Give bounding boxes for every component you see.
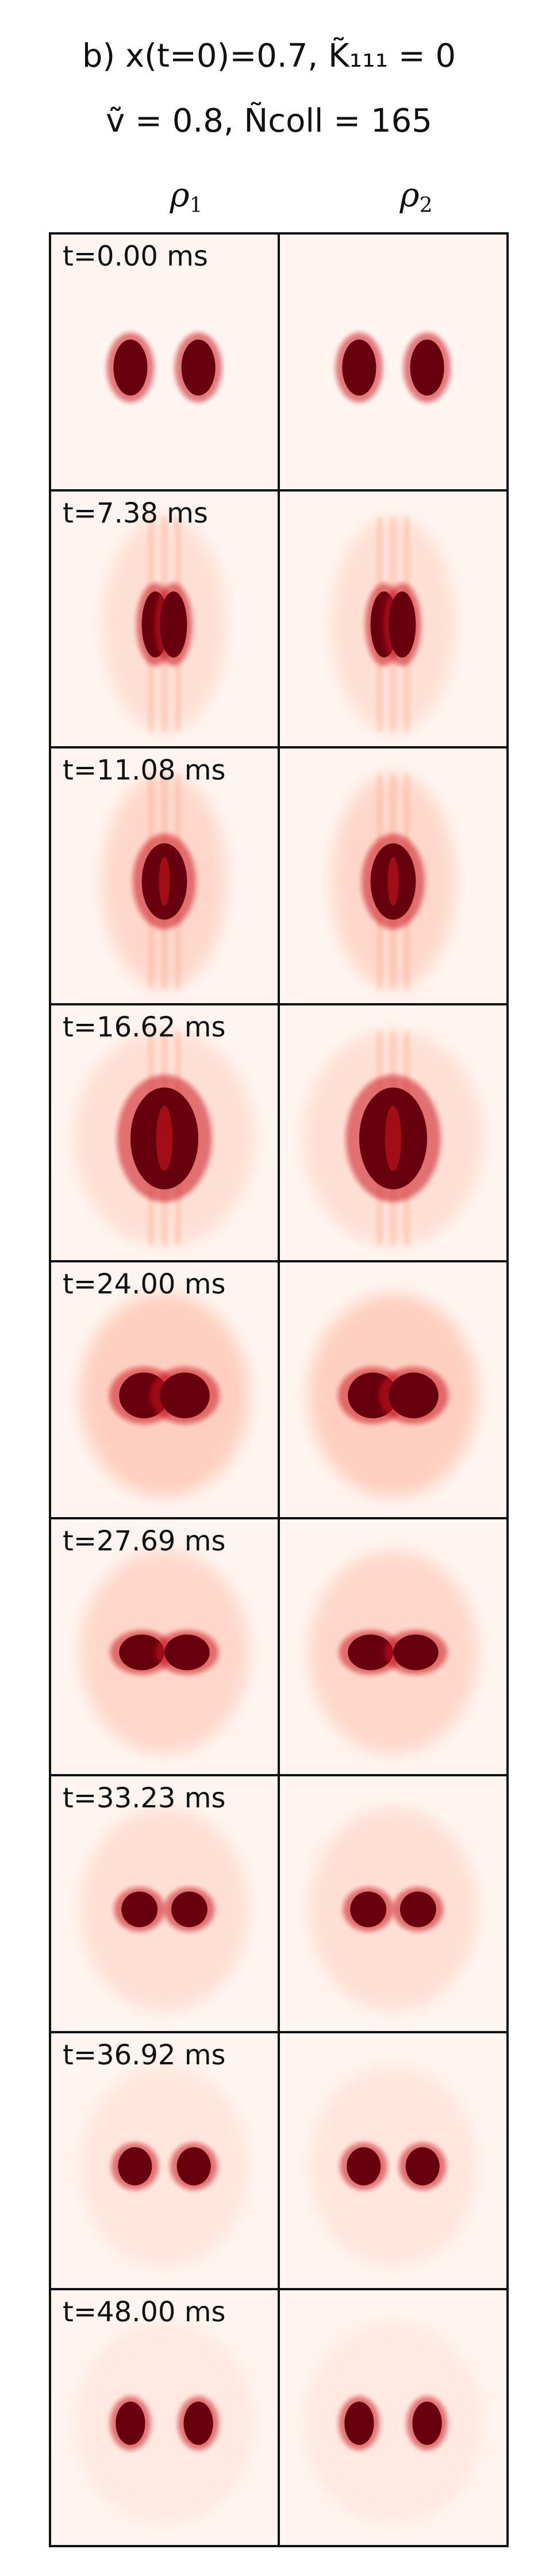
density-image (280, 2290, 506, 2545)
density-image (51, 2033, 278, 2288)
density-core (389, 1372, 439, 1419)
density-core (347, 2147, 381, 2186)
density-core (118, 2147, 152, 2186)
density-image (51, 748, 278, 1003)
density-image (51, 1005, 278, 1260)
time-label: t=0.00 ms (63, 240, 208, 272)
time-label: t=33.23 ms (63, 1782, 226, 1814)
density-core (181, 339, 216, 396)
time-label: t=16.62 ms (63, 1011, 226, 1043)
density-panel-rho1: t=33.23 ms (49, 1774, 280, 2033)
density-halo (74, 2321, 255, 2525)
density-panel-rho2 (278, 2031, 509, 2290)
density-image (51, 2290, 278, 2545)
density-core (183, 2401, 213, 2445)
density-panel-rho1: t=36.92 ms (49, 2031, 280, 2290)
density-panel-grid: t=0.00 ms t=7.38 ms t=11.08 ms t=16.62 ms t=… (49, 232, 509, 2547)
density-panel-rho1: t=24.00 ms (49, 1260, 280, 1519)
density-core-inner (156, 1105, 173, 1172)
density-image (51, 492, 278, 746)
density-image (280, 1519, 506, 1774)
density-halo (308, 2064, 478, 2268)
density-core (113, 339, 148, 396)
column-label-rho2: ρ2 (399, 175, 433, 217)
density-panel-rho2 (278, 1774, 509, 2033)
density-image (280, 1262, 506, 1517)
density-core (164, 1634, 210, 1671)
density-core (348, 1634, 393, 1671)
density-panel-rho2 (278, 232, 509, 492)
density-panel-rho1: t=27.69 ms (49, 1517, 280, 1776)
figure-title-line-2: ṽ = 0.8, Ñcoll = 165 (106, 102, 432, 140)
density-image (280, 748, 506, 1003)
time-label: t=24.00 ms (63, 1268, 226, 1300)
density-image (51, 1776, 278, 2031)
time-label: t=7.38 ms (63, 497, 208, 529)
density-core (410, 339, 444, 396)
density-core (350, 1891, 387, 1928)
density-panel-rho2 (278, 1260, 509, 1519)
density-image (51, 1519, 278, 1774)
density-core (389, 591, 416, 658)
density-core (160, 1372, 210, 1419)
density-core (116, 2401, 145, 2445)
density-panel-rho1: t=11.08 ms (49, 746, 280, 1005)
density-panel-rho1: t=16.62 ms (49, 1003, 280, 1262)
density-panel-rho1: t=48.00 ms (49, 2288, 280, 2547)
density-core (121, 1891, 158, 1928)
density-halo (79, 2064, 249, 2268)
density-panel-rho1: t=0.00 ms (49, 232, 280, 492)
density-core (405, 2147, 440, 2186)
density-core-inner (387, 857, 399, 906)
density-panel-rho2 (278, 2288, 509, 2547)
column-label-rho1: ρ1 (170, 175, 203, 217)
figure-title-line-1: b) x(t=0)=0.7, K̃₁₁₁ = 0 (82, 37, 456, 75)
density-panel-rho1: t=7.38 ms (49, 489, 280, 748)
density-image (280, 235, 506, 489)
density-core (412, 2401, 442, 2445)
density-halo (302, 2321, 484, 2525)
density-core (344, 2401, 374, 2445)
time-label: t=36.92 ms (63, 2039, 226, 2071)
density-panel-rho2 (278, 746, 509, 1005)
density-image (51, 235, 278, 489)
density-panel-rho2 (278, 1003, 509, 1262)
time-label: t=48.00 ms (63, 2296, 226, 2328)
density-core-inner (159, 857, 170, 906)
density-core (119, 1634, 164, 1671)
density-core (393, 1634, 439, 1671)
density-image (280, 2033, 506, 2288)
density-panel-rho2 (278, 1517, 509, 1776)
density-core (171, 1891, 207, 1928)
density-image (51, 1262, 278, 1517)
density-image (280, 1005, 506, 1260)
density-core-inner (385, 1105, 402, 1172)
time-label: t=27.69 ms (63, 1525, 226, 1557)
density-image (280, 1776, 506, 2031)
density-panel-rho2 (278, 489, 509, 748)
density-core (342, 339, 376, 396)
density-core (399, 1891, 436, 1928)
time-label: t=11.08 ms (63, 754, 226, 786)
density-core (160, 591, 187, 658)
density-image (280, 492, 506, 746)
density-core (176, 2147, 211, 2186)
